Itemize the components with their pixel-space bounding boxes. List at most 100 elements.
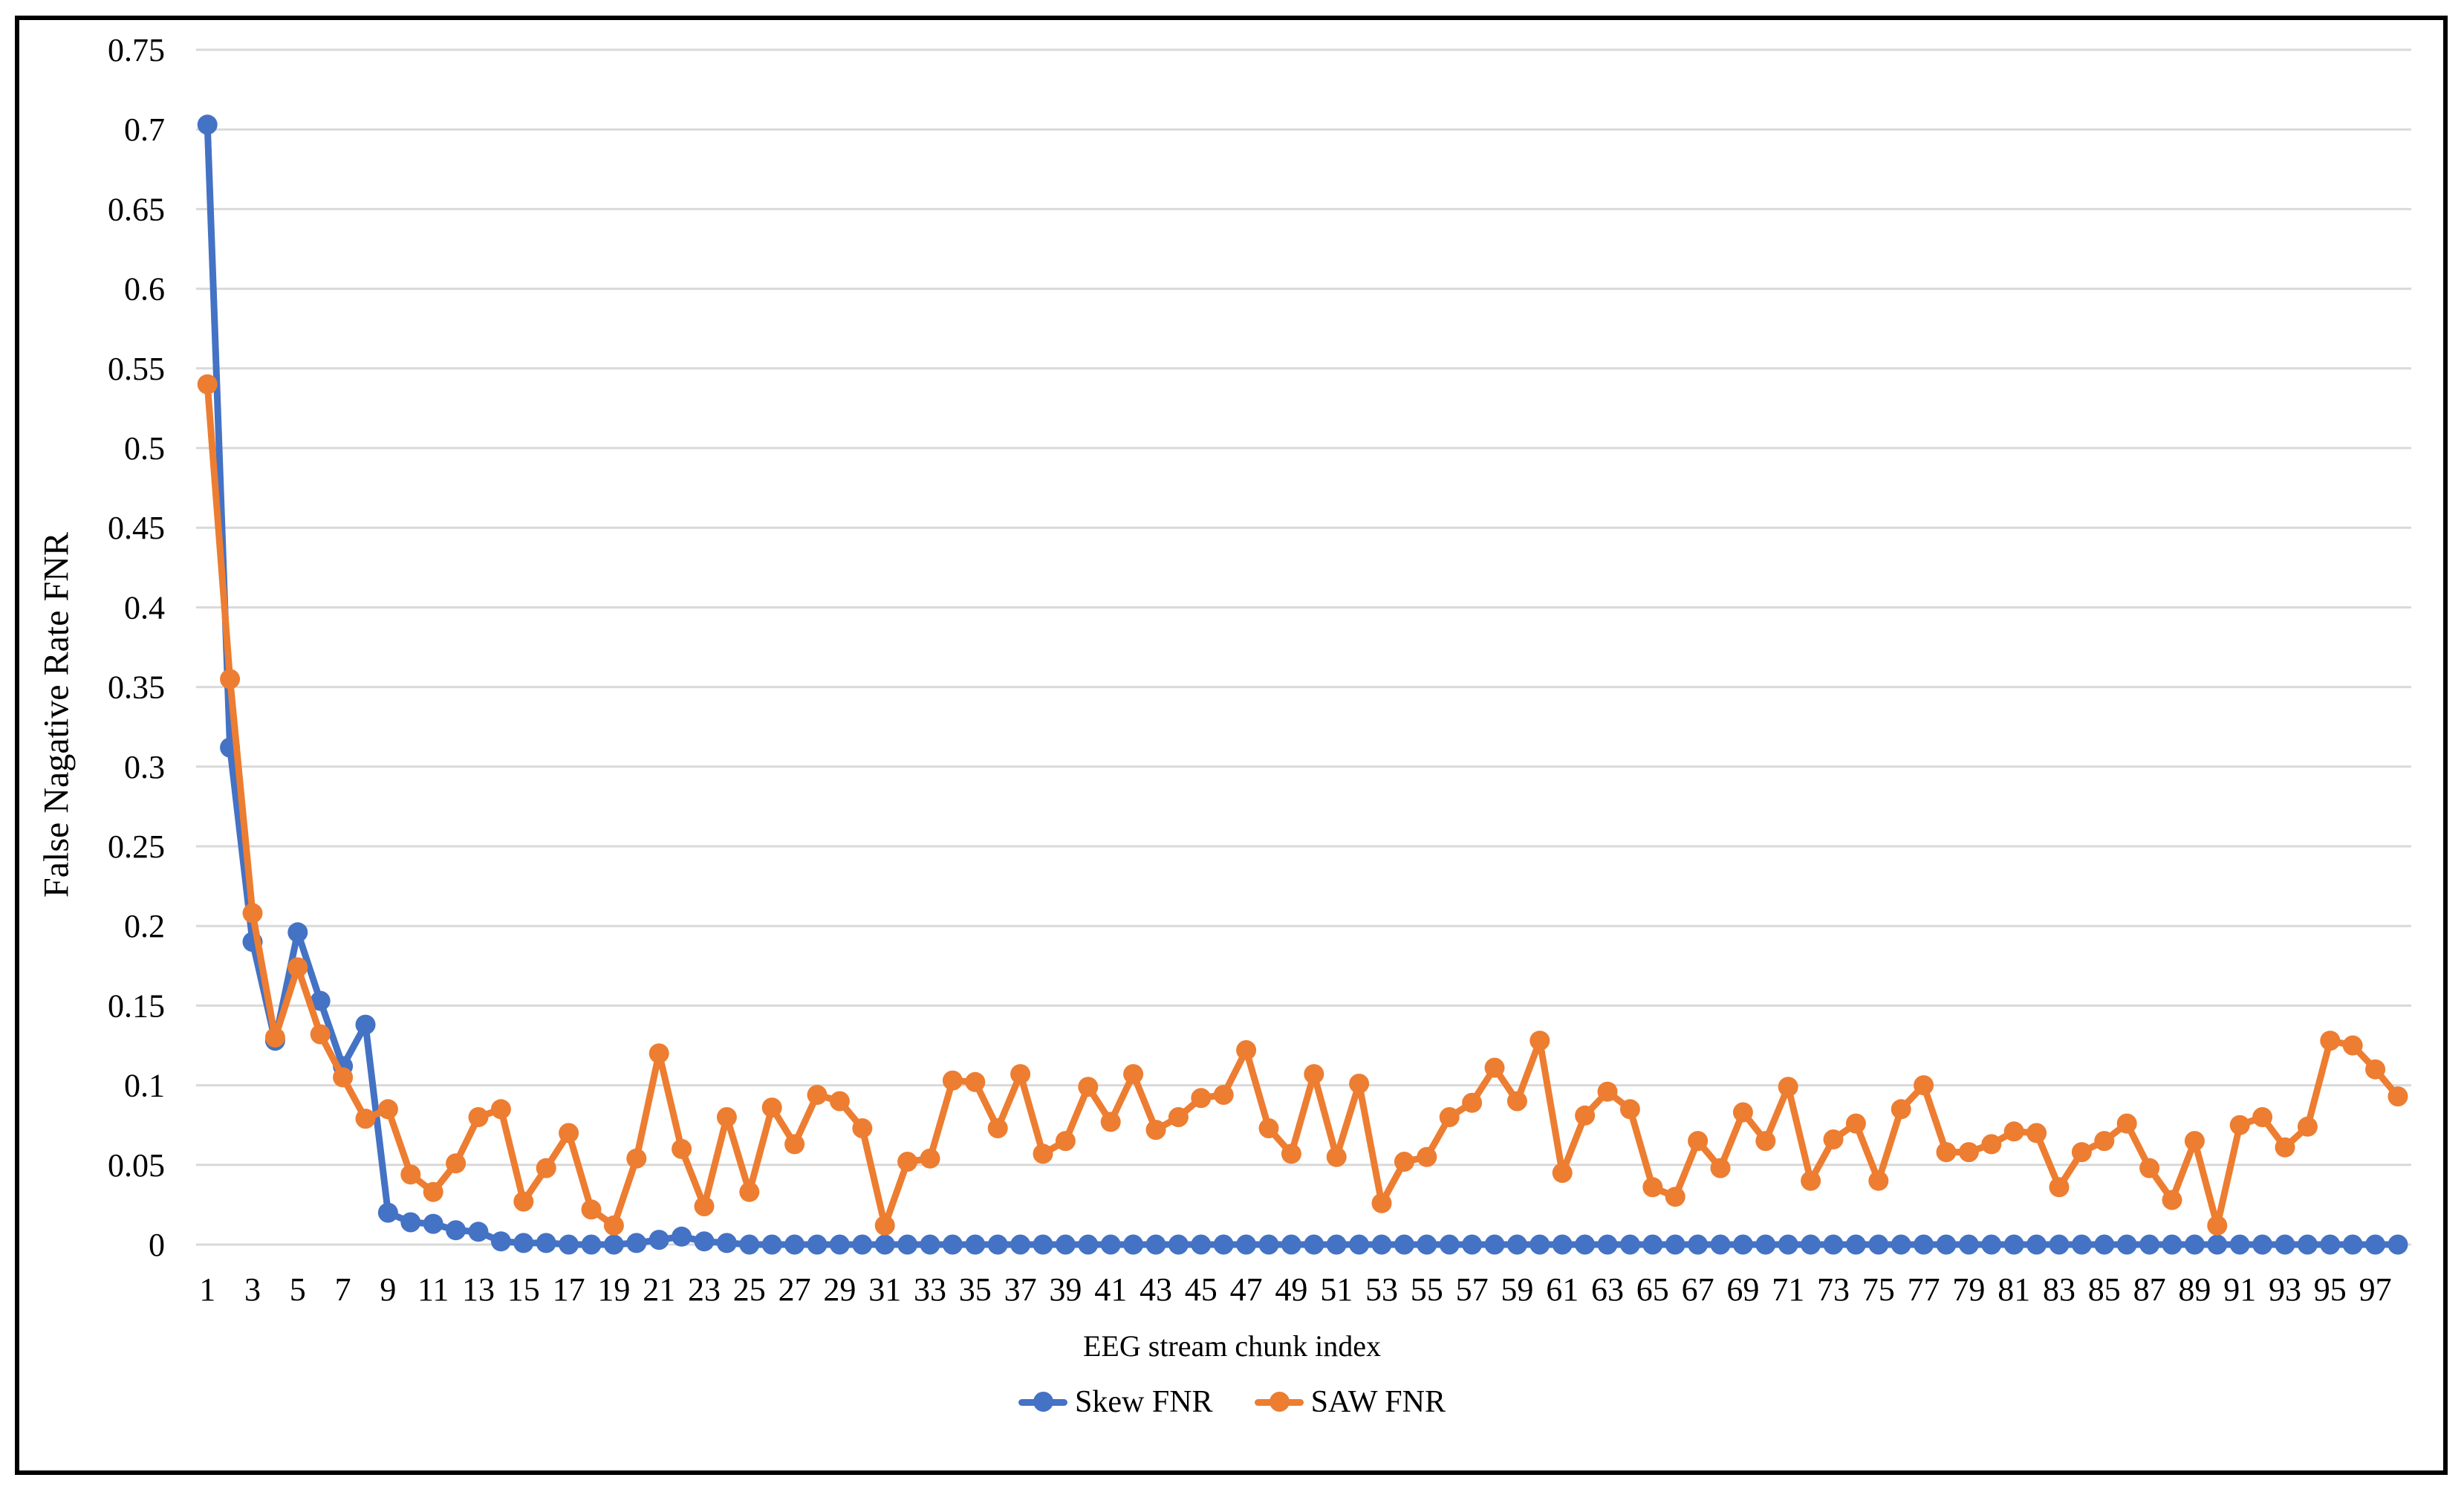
data-point-saw-fnr-55 (1417, 1146, 1437, 1167)
x-tick-65: 65 (1636, 1271, 1669, 1308)
x-tick-33: 33 (914, 1271, 946, 1308)
data-point-skew-fnr-79 (1958, 1234, 1979, 1255)
x-tick-47: 47 (1230, 1271, 1263, 1308)
x-tick-61: 61 (1546, 1271, 1579, 1308)
data-point-saw-fnr-48 (1258, 1118, 1279, 1138)
data-point-skew-fnr-47 (1236, 1234, 1257, 1255)
y-tick-0.55: 0.55 (108, 351, 165, 387)
x-tick-1: 1 (199, 1271, 215, 1308)
x-tick-81: 81 (1997, 1271, 2030, 1308)
x-tick-91: 91 (2223, 1271, 2256, 1308)
data-point-saw-fnr-16 (536, 1158, 556, 1178)
data-point-skew-fnr-30 (852, 1234, 873, 1255)
data-point-saw-fnr-62 (1575, 1105, 1596, 1126)
data-point-saw-fnr-56 (1439, 1107, 1460, 1127)
data-point-saw-fnr-8 (355, 1109, 376, 1129)
data-point-saw-fnr-97 (2365, 1059, 2386, 1080)
data-point-saw-fnr-53 (1371, 1193, 1392, 1213)
y-axis-title: False Nagative Rate FNR (36, 532, 77, 898)
data-point-skew-fnr-78 (1936, 1234, 1957, 1255)
data-point-saw-fnr-90 (2207, 1215, 2228, 1236)
data-point-skew-fnr-37 (1010, 1234, 1031, 1255)
data-point-saw-fnr-59 (1506, 1091, 1527, 1112)
x-tick-93: 93 (2269, 1271, 2301, 1308)
data-point-skew-fnr-70 (1755, 1234, 1776, 1255)
data-point-saw-fnr-41 (1100, 1112, 1121, 1132)
data-point-saw-fnr-14 (490, 1099, 511, 1120)
data-point-skew-fnr-17 (559, 1234, 579, 1255)
data-point-saw-fnr-6 (310, 1024, 331, 1045)
x-tick-57: 57 (1456, 1271, 1489, 1308)
data-point-saw-fnr-3 (242, 903, 263, 924)
y-tick-0.6: 0.6 (124, 271, 165, 308)
data-point-saw-fnr-49 (1281, 1144, 1301, 1164)
x-axis-title: EEG stream chunk index (1083, 1329, 1381, 1363)
y-tick-0.7: 0.7 (124, 111, 165, 148)
legend-label-saw: SAW FNR (1310, 1385, 1446, 1419)
data-point-saw-fnr-91 (2229, 1115, 2250, 1135)
data-point-skew-fnr-19 (603, 1234, 624, 1255)
data-point-skew-fnr-53 (1371, 1234, 1392, 1255)
data-point-saw-fnr-65 (1642, 1177, 1663, 1198)
legend-item-skew-fnr: Skew FNR (1018, 1386, 1213, 1418)
data-point-saw-fnr-79 (1958, 1142, 1979, 1163)
data-point-saw-fnr-80 (1981, 1134, 2002, 1155)
data-point-skew-fnr-35 (965, 1234, 986, 1255)
data-point-skew-fnr-33 (920, 1234, 940, 1255)
x-tick-69: 69 (1726, 1271, 1759, 1308)
x-tick-63: 63 (1591, 1271, 1624, 1308)
x-tick-77: 77 (1908, 1271, 1940, 1308)
x-tick-39: 39 (1049, 1271, 1082, 1308)
data-point-skew-fnr-60 (1530, 1234, 1550, 1255)
data-point-skew-fnr-34 (942, 1234, 963, 1255)
data-point-skew-fnr-89 (2184, 1234, 2205, 1255)
y-tick-0.45: 0.45 (108, 510, 165, 546)
data-point-saw-fnr-69 (1732, 1102, 1753, 1123)
x-tick-19: 19 (597, 1271, 630, 1308)
data-point-skew-fnr-41 (1100, 1234, 1121, 1255)
data-point-saw-fnr-64 (1619, 1099, 1640, 1120)
x-axis-tick-labels: 1 3 5 7 9 11 13 15 17 19 21 23 25 27 29 31 33 35 37 39 41 43 4… (199, 1271, 2391, 1308)
data-point-skew-fnr-95 (2320, 1234, 2341, 1255)
data-point-saw-fnr-21 (648, 1043, 669, 1064)
data-point-skew-fnr-32 (897, 1234, 918, 1255)
data-point-saw-fnr-70 (1755, 1131, 1776, 1152)
data-point-saw-fnr-9 (377, 1099, 398, 1120)
x-tick-25: 25 (733, 1271, 766, 1308)
data-point-skew-fnr-52 (1349, 1234, 1370, 1255)
gridlines (196, 48, 2411, 1246)
data-point-saw-fnr-81 (2003, 1121, 2024, 1142)
x-tick-53: 53 (1365, 1271, 1398, 1308)
data-point-skew-fnr-27 (784, 1234, 805, 1255)
data-point-saw-fnr-74 (1845, 1113, 1866, 1134)
data-point-skew-fnr-82 (2026, 1234, 2047, 1255)
x-tick-49: 49 (1275, 1271, 1307, 1308)
data-point-saw-fnr-5 (287, 957, 308, 978)
legend-item-saw-fnr: SAW FNR (1254, 1385, 1446, 1419)
data-point-saw-fnr-30 (852, 1118, 873, 1138)
data-point-saw-fnr-34 (942, 1070, 963, 1091)
data-point-skew-fnr-86 (2116, 1234, 2137, 1255)
data-point-skew-fnr-97 (2365, 1234, 2386, 1255)
y-tick-0: 0 (149, 1227, 165, 1263)
data-point-saw-fnr-78 (1936, 1142, 1957, 1163)
data-point-saw-fnr-73 (1823, 1129, 1844, 1149)
x-tick-9: 9 (380, 1271, 396, 1308)
data-point-skew-fnr-66 (1665, 1234, 1686, 1255)
data-point-saw-fnr-47 (1236, 1039, 1257, 1060)
data-point-skew-fnr-42 (1123, 1234, 1144, 1255)
data-point-saw-fnr-12 (446, 1153, 467, 1174)
data-point-saw-fnr-31 (874, 1215, 895, 1236)
x-tick-31: 31 (868, 1271, 901, 1308)
x-tick-17: 17 (553, 1271, 585, 1308)
data-point-saw-fnr-51 (1326, 1146, 1347, 1167)
data-point-skew-fnr-94 (2297, 1234, 2318, 1255)
data-point-skew-fnr-9 (377, 1202, 398, 1223)
x-tick-37: 37 (1004, 1271, 1037, 1308)
data-point-saw-fnr-93 (2275, 1137, 2295, 1158)
data-point-saw-fnr-63 (1597, 1081, 1618, 1102)
data-point-saw-fnr-76 (1891, 1099, 1911, 1120)
data-point-skew-fnr-49 (1281, 1234, 1301, 1255)
data-point-saw-fnr-95 (2320, 1031, 2341, 1051)
